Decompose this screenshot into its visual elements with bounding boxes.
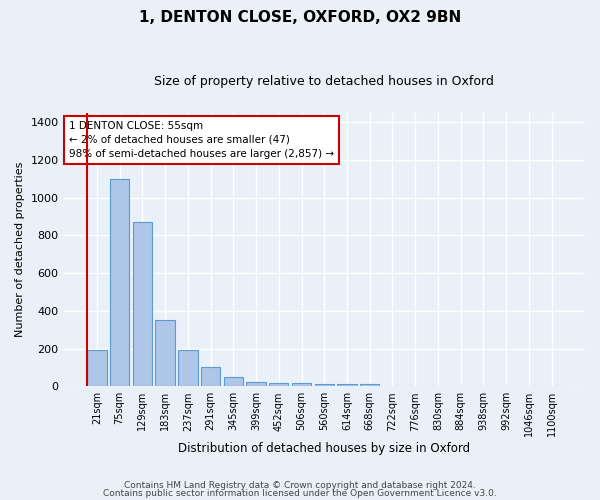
Bar bbox=[224, 377, 243, 386]
Bar bbox=[247, 382, 266, 386]
Bar bbox=[87, 350, 107, 386]
Bar bbox=[201, 368, 220, 386]
Text: Contains HM Land Registry data © Crown copyright and database right 2024.: Contains HM Land Registry data © Crown c… bbox=[124, 481, 476, 490]
Bar bbox=[292, 383, 311, 386]
X-axis label: Distribution of detached houses by size in Oxford: Distribution of detached houses by size … bbox=[178, 442, 470, 455]
Bar bbox=[133, 222, 152, 386]
Bar bbox=[155, 320, 175, 386]
Bar bbox=[269, 382, 289, 386]
Bar bbox=[178, 350, 197, 386]
Text: 1, DENTON CLOSE, OXFORD, OX2 9BN: 1, DENTON CLOSE, OXFORD, OX2 9BN bbox=[139, 10, 461, 25]
Bar bbox=[360, 384, 379, 386]
Text: Contains public sector information licensed under the Open Government Licence v3: Contains public sector information licen… bbox=[103, 488, 497, 498]
Title: Size of property relative to detached houses in Oxford: Size of property relative to detached ho… bbox=[154, 75, 494, 88]
Y-axis label: Number of detached properties: Number of detached properties bbox=[15, 162, 25, 337]
Bar bbox=[314, 384, 334, 386]
Text: 1 DENTON CLOSE: 55sqm
← 2% of detached houses are smaller (47)
98% of semi-detac: 1 DENTON CLOSE: 55sqm ← 2% of detached h… bbox=[69, 121, 334, 159]
Bar bbox=[110, 179, 130, 386]
Bar bbox=[337, 384, 356, 386]
